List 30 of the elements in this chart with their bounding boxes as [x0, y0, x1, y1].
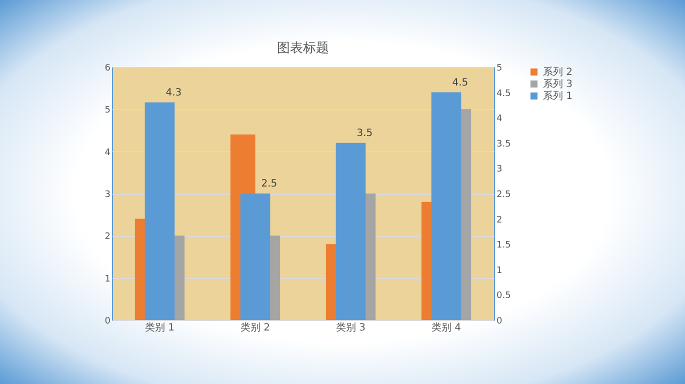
data-label: 4.5	[452, 77, 468, 88]
y2-tick-label: 1.5	[496, 240, 511, 251]
y-tick-label: 1	[104, 274, 110, 284]
y2-tick-label: 3	[496, 164, 502, 175]
x-tick-label: 类别 4	[431, 322, 462, 334]
legend-label: 系列 3	[543, 78, 573, 90]
y-tick-label: 4	[104, 148, 111, 158]
data-label: 2.5	[261, 178, 278, 190]
y-tick-label: 5	[104, 106, 110, 116]
y-tick-label: 6	[104, 64, 111, 74]
y2-tick-label: 2.5	[496, 190, 511, 200]
legend-label: 系列 1	[543, 90, 573, 102]
y-tick-label: 0	[104, 316, 111, 326]
x-tick-label: 类别 1	[144, 322, 175, 334]
y-tick-label: 3	[104, 190, 110, 200]
y2-tick-label: 4	[496, 114, 502, 124]
data-label: 3.5	[356, 128, 373, 139]
y2-tick-label: 2	[496, 215, 502, 226]
y2-tick-label: 0.5	[496, 291, 511, 302]
y2-tick-label: 4.5	[496, 88, 511, 99]
x-tick-label: 类别 2	[240, 322, 270, 334]
y2-tick-label: 3.5	[496, 139, 511, 150]
data-label: 4.3	[166, 87, 182, 98]
y2-tick-label: 0	[496, 316, 502, 326]
y2-tick-label: 5	[496, 64, 502, 74]
x-tick-label: 类别 3	[336, 322, 366, 334]
y-tick-label: 2	[104, 232, 110, 242]
legend-label: 系列 2	[543, 66, 573, 78]
chart-title: 图表标题	[277, 41, 329, 56]
y2-tick-label: 1	[496, 266, 502, 276]
